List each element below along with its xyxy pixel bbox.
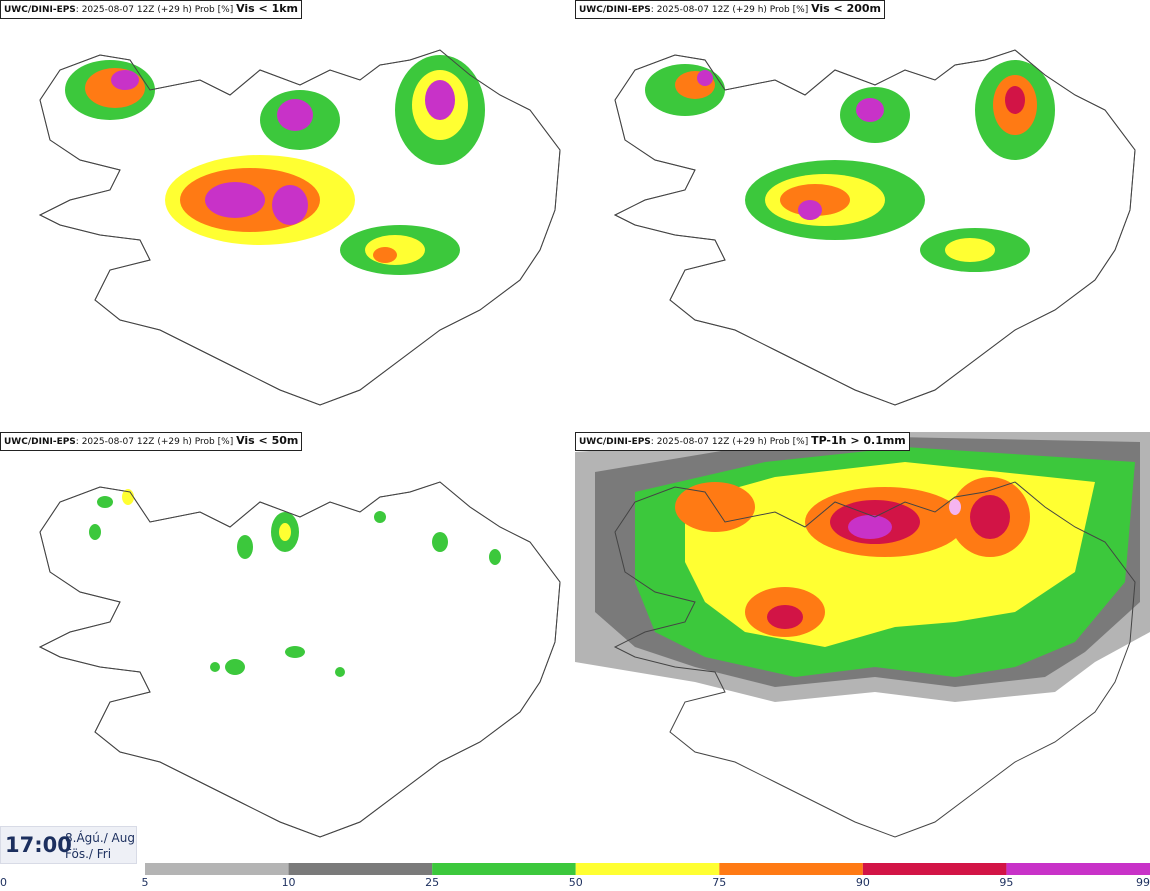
panel-title: UWC/DINI-EPS: 2025-08-07 12Z (+29 h) Pro… (0, 432, 303, 451)
run-info: : 2025-08-07 12Z (+29 h) Prob [%] (650, 437, 812, 447)
model-name: UWC/DINI-EPS (4, 437, 76, 447)
legend-bars (145, 863, 1150, 875)
parameter: TP-1h > 0.1mm (811, 434, 906, 447)
map-panel-precip: UWC/DINI-EPS: 2025-08-07 12Z (+29 h) Pro… (575, 432, 1150, 862)
run-info: : 2025-08-07 12Z (+29 h) Prob [%] (650, 5, 812, 15)
map-panel-vis-1km: UWC/DINI-EPS: 2025-08-07 12Z (+29 h) Pro… (0, 0, 575, 430)
valid-date-line1: 8.Ágú./ Aug (65, 831, 135, 845)
parameter: Vis < 50m (236, 434, 299, 447)
legend-tick-label: 99 (1136, 876, 1150, 889)
legend-swatch (1006, 863, 1150, 875)
legend-swatch (288, 863, 433, 875)
valid-time: 17:00 (5, 833, 72, 857)
run-info: : 2025-08-07 12Z (+29 h) Prob [%] (75, 437, 237, 447)
parameter: Vis < 1km (236, 2, 299, 15)
probability-field (575, 432, 1150, 702)
iceland-map (614, 49, 1136, 406)
model-name: UWC/DINI-EPS (579, 5, 651, 15)
legend-tick-label: 5 (141, 876, 149, 889)
probability-field (645, 60, 1055, 272)
legend-swatch (145, 863, 289, 875)
legend-tick-label: 75 (712, 876, 727, 889)
run-info: : 2025-08-07 12Z (+29 h) Prob [%] (75, 5, 237, 15)
legend-tick-label: 90 (855, 876, 870, 889)
legend-swatch (862, 863, 1007, 875)
legend-tick-label: 10 (281, 876, 296, 889)
legend-swatch (432, 863, 576, 875)
panel-title: UWC/DINI-EPS: 2025-08-07 12Z (+29 h) Pro… (0, 0, 303, 19)
valid-time-box: 17:00 8.Ágú./ Aug Fös./ Fri (0, 826, 137, 864)
probability-field (65, 55, 485, 275)
map-panel-vis-50m: UWC/DINI-EPS: 2025-08-07 12Z (+29 h) Pro… (0, 432, 575, 862)
panel-title: UWC/DINI-EPS: 2025-08-07 12Z (+29 h) Pro… (575, 432, 910, 451)
legend-colorbar (145, 863, 1150, 875)
probability-field (89, 489, 501, 677)
model-name: UWC/DINI-EPS (4, 5, 76, 15)
legend-tick-label: 25 (425, 876, 440, 889)
legend-tick-label: 0 (0, 876, 7, 889)
parameter: Vis < 200m (811, 2, 881, 15)
iceland-map (575, 432, 1150, 862)
legend-tick-label: 95 (999, 876, 1014, 889)
iceland-map (39, 49, 561, 406)
model-name: UWC/DINI-EPS (579, 437, 651, 447)
panel-title: UWC/DINI-EPS: 2025-08-07 12Z (+29 h) Pro… (575, 0, 885, 19)
map-panel-vis-200m: UWC/DINI-EPS: 2025-08-07 12Z (+29 h) Pro… (575, 0, 1150, 430)
iceland-map (39, 481, 561, 838)
legend-tick-label: 50 (568, 876, 583, 889)
legend-swatch (575, 863, 720, 875)
legend-swatch (719, 863, 863, 875)
valid-date-line2: Fös./ Fri (65, 847, 112, 861)
